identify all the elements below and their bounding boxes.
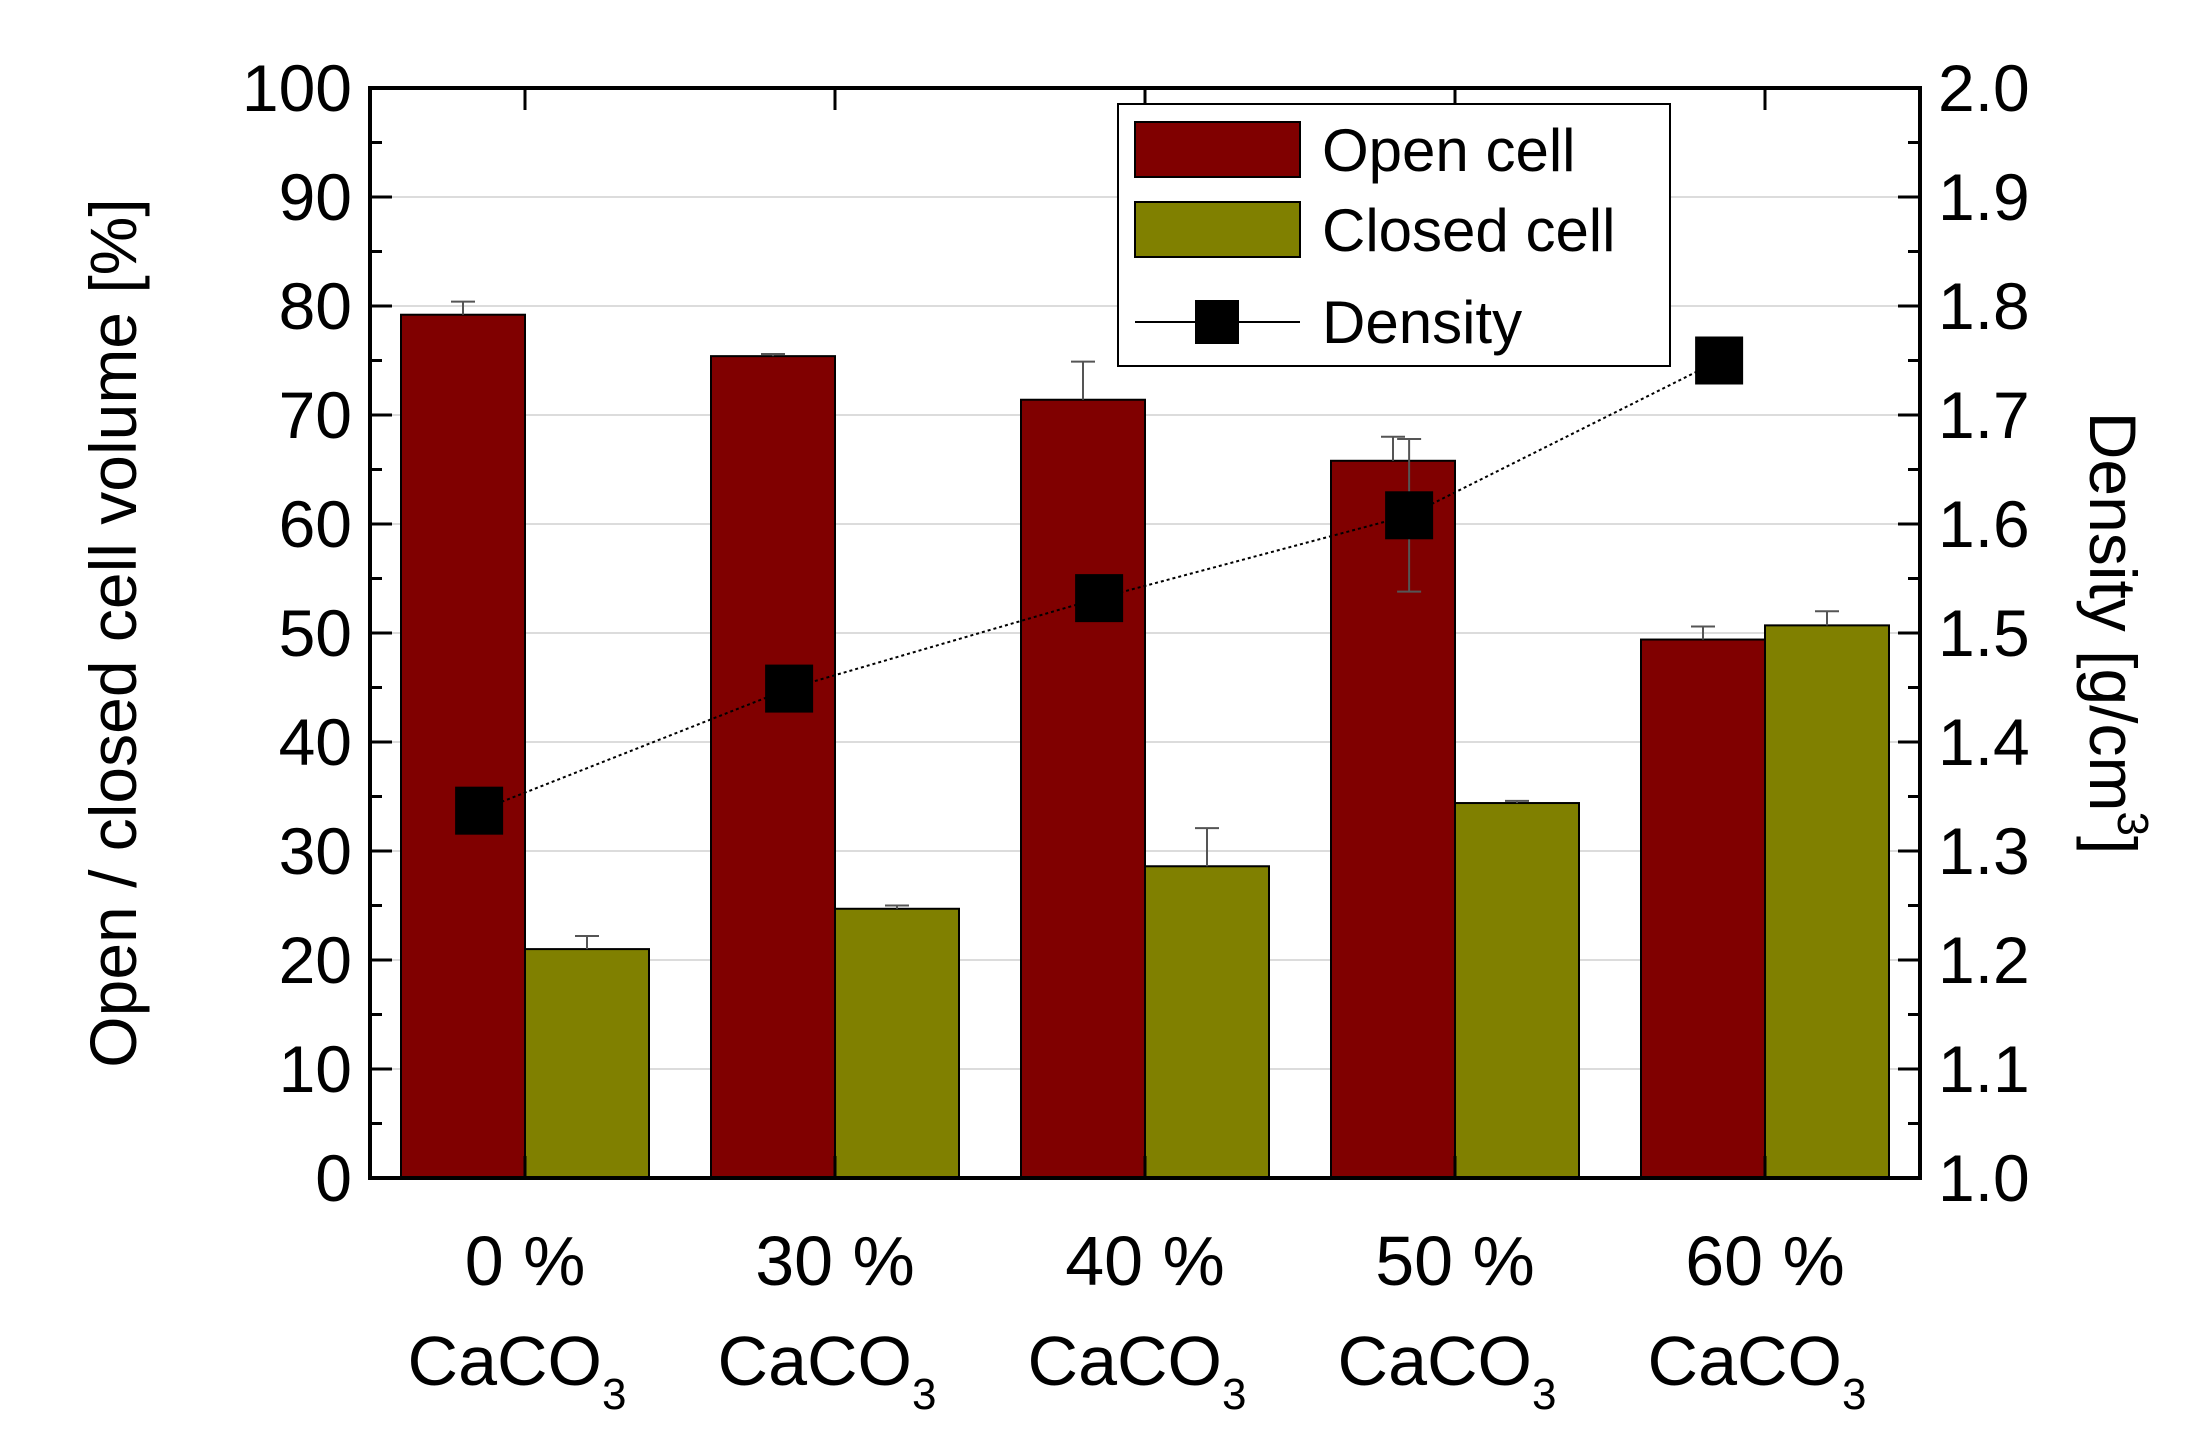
legend-marker-density <box>1195 300 1239 344</box>
right-tick-label: 1.2 <box>1938 923 2030 997</box>
closed-cell-bar <box>1454 802 1580 1179</box>
axis-tick-labels: 0 1.0 10 1.1 20 1.2 30 1.3 40 1.4 50 1.5 60 1.6 70 1.7 8… <box>242 51 2030 1419</box>
open-cell-bar <box>710 355 836 1179</box>
right-tick-label: 1.7 <box>1938 378 2030 452</box>
left-tick-label: 100 <box>242 51 352 125</box>
category-label-line1: 0 % <box>465 1222 586 1300</box>
open-cell-bar <box>400 313 526 1180</box>
right-axis-title-sup: 3 <box>2108 811 2157 835</box>
category-label-line1: 30 % <box>755 1222 915 1300</box>
legend-swatch-closed-cell <box>1134 201 1301 258</box>
closed-cell-bar <box>1144 865 1270 1179</box>
category-label-subscript: 3 <box>912 1370 936 1419</box>
density-marker <box>1385 491 1434 540</box>
category-label-subscript: 3 <box>1222 1370 1246 1419</box>
category-label-line2: CaCO3 <box>408 1322 627 1419</box>
category-label-line1: 60 % <box>1685 1222 1845 1300</box>
left-tick-label: 50 <box>279 596 352 670</box>
right-tick-label: 1.3 <box>1938 814 2030 888</box>
closed-cell-bar <box>524 948 650 1179</box>
left-tick-label: 40 <box>279 705 352 779</box>
legend: Open cell Closed cell Density <box>1117 103 1671 367</box>
right-axis-title-end: ] <box>2076 836 2150 854</box>
right-tick-label: 2.0 <box>1938 51 2030 125</box>
right-axis-title: Density [g/cm3] <box>2076 412 2157 855</box>
open-cell-bar <box>1640 638 1766 1179</box>
category-label-subscript: 3 <box>602 1370 626 1419</box>
right-tick-label: 1.5 <box>1938 596 2030 670</box>
category-label-formula: CaCO <box>718 1322 912 1400</box>
category-label-line2: CaCO3 <box>1648 1322 1867 1419</box>
legend-label-open-cell: Open cell <box>1322 117 1575 184</box>
right-tick-label: 1.6 <box>1938 487 2030 561</box>
density-series <box>455 336 1744 835</box>
left-tick-label: 10 <box>279 1032 352 1106</box>
right-tick-label: 1.9 <box>1938 160 2030 234</box>
category-label-subscript: 3 <box>1842 1370 1866 1419</box>
left-tick-label: 70 <box>279 378 352 452</box>
category-label-line2: CaCO3 <box>1028 1322 1247 1419</box>
legend-label-density: Density <box>1322 289 1522 356</box>
axis-ticks <box>370 86 1920 1180</box>
density-marker <box>1075 574 1124 623</box>
left-tick-label: 30 <box>279 814 352 888</box>
density-marker <box>765 664 814 713</box>
category-label-formula: CaCO <box>1648 1322 1842 1400</box>
legend-swatch-open-cell <box>1134 121 1301 178</box>
right-tick-label: 1.1 <box>1938 1032 2030 1106</box>
bars <box>400 313 1890 1180</box>
legend-label-closed-cell: Closed cell <box>1322 197 1615 264</box>
category-label-line2: CaCO3 <box>1338 1322 1557 1419</box>
right-tick-label: 1.0 <box>1938 1141 2030 1215</box>
category-label-formula: CaCO <box>1028 1322 1222 1400</box>
open-cell-bar <box>1020 398 1146 1179</box>
right-axis-title-main: Density [g/cm <box>2076 412 2150 812</box>
left-tick-label: 20 <box>279 923 352 997</box>
left-tick-label: 90 <box>279 160 352 234</box>
category-label-formula: CaCO <box>408 1322 602 1400</box>
error-bars <box>451 300 1839 950</box>
left-axis-title: Open / closed cell volume [%] <box>76 198 150 1067</box>
open-cell-bar <box>1330 459 1456 1179</box>
category-label-line1: 50 % <box>1375 1222 1535 1300</box>
left-tick-label: 0 <box>315 1141 352 1215</box>
left-tick-label: 80 <box>279 269 352 343</box>
category-label-formula: CaCO <box>1338 1322 1532 1400</box>
right-tick-label: 1.8 <box>1938 269 2030 343</box>
category-label-subscript: 3 <box>1532 1370 1556 1419</box>
density-marker <box>1695 336 1744 385</box>
closed-cell-bar <box>1764 624 1890 1179</box>
density-marker <box>455 786 504 835</box>
category-label-line2: CaCO3 <box>718 1322 937 1419</box>
closed-cell-bar <box>834 907 960 1180</box>
category-label-line1: 40 % <box>1065 1222 1225 1300</box>
left-tick-label: 60 <box>279 487 352 561</box>
right-tick-label: 1.4 <box>1938 705 2030 779</box>
